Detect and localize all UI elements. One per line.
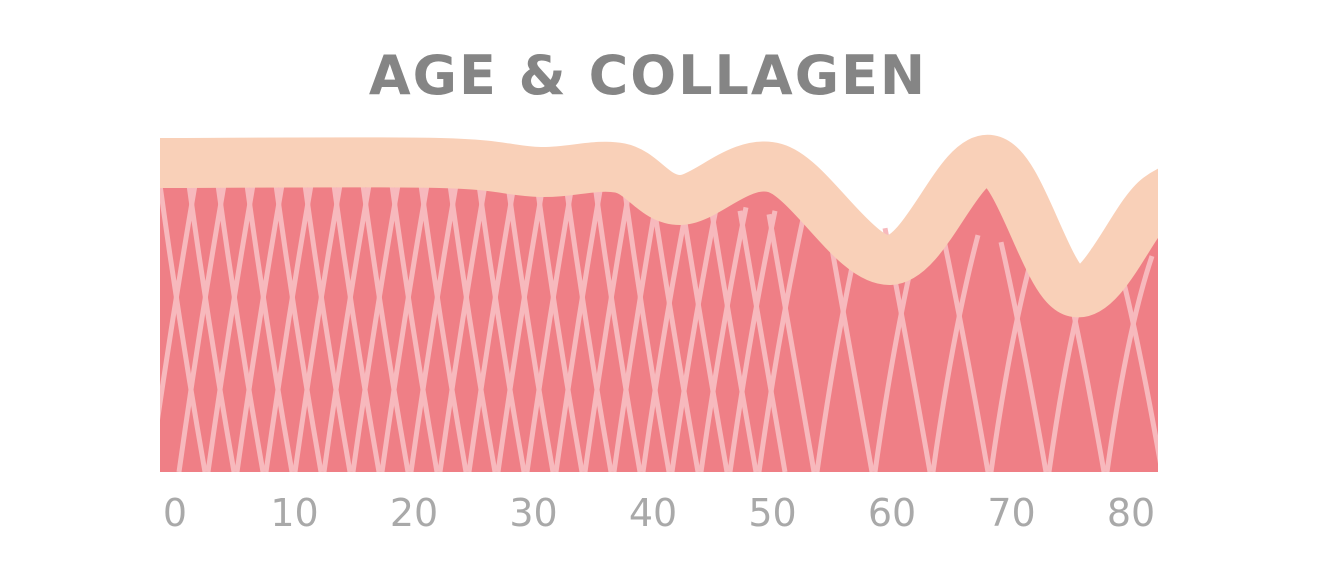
age-tick-label: 30	[509, 491, 557, 535]
age-tick-label: 60	[868, 491, 916, 535]
fiber	[766, 213, 817, 472]
fiber	[756, 213, 807, 472]
fiber	[160, 184, 208, 472]
fiber	[321, 184, 372, 472]
fiber	[186, 184, 237, 472]
fiber	[418, 184, 469, 472]
fiber	[640, 199, 691, 472]
fiber	[273, 184, 324, 472]
age-tick-label: 10	[270, 491, 318, 535]
epidermis	[160, 135, 1158, 318]
fiber	[466, 184, 517, 472]
fiber	[476, 184, 527, 472]
age-tick-label: 20	[390, 491, 438, 535]
fiber	[553, 184, 604, 472]
age-tick-label: 80	[1107, 491, 1155, 535]
fiber	[708, 206, 759, 472]
dermis	[160, 159, 1158, 472]
fiber	[495, 184, 546, 472]
age-tick-label: 0	[163, 491, 187, 535]
fiber	[447, 184, 498, 472]
fiber	[698, 206, 749, 472]
fiber	[998, 241, 1049, 472]
age-tick-label: 70	[987, 491, 1035, 535]
fiber	[263, 184, 314, 472]
fiber	[679, 203, 730, 472]
fiber	[534, 184, 585, 472]
fiber	[563, 184, 614, 472]
fiber	[621, 184, 672, 472]
fiber	[1104, 255, 1155, 472]
age-tick-label: 50	[748, 491, 796, 535]
fiber	[360, 184, 411, 472]
fiber	[592, 184, 643, 472]
fiber	[940, 234, 991, 472]
fiber	[437, 184, 488, 472]
fiber	[176, 184, 227, 472]
fiber	[350, 184, 401, 472]
fiber	[737, 210, 788, 472]
skin	[160, 135, 1158, 472]
fiber	[244, 184, 295, 472]
fiber	[727, 210, 778, 472]
fiber	[582, 184, 633, 472]
fiber	[650, 199, 701, 472]
fiber	[379, 184, 430, 472]
age-tick-label: 40	[629, 491, 677, 535]
fiber	[292, 184, 343, 472]
fiber	[669, 203, 720, 472]
fiber	[930, 234, 981, 472]
fiber	[215, 184, 266, 472]
fiber	[302, 184, 353, 472]
fiber	[389, 184, 440, 472]
fiber	[611, 184, 662, 472]
fiber	[205, 184, 256, 472]
fiber	[331, 184, 382, 472]
fiber	[505, 184, 556, 472]
fiber	[524, 184, 575, 472]
fiber	[408, 184, 459, 472]
fiber	[234, 184, 285, 472]
fiber	[160, 184, 198, 421]
title: AGE & COLLAGEN	[369, 44, 927, 107]
age-axis: 0 10 20 30 40 50 60 70 80	[163, 491, 1155, 535]
